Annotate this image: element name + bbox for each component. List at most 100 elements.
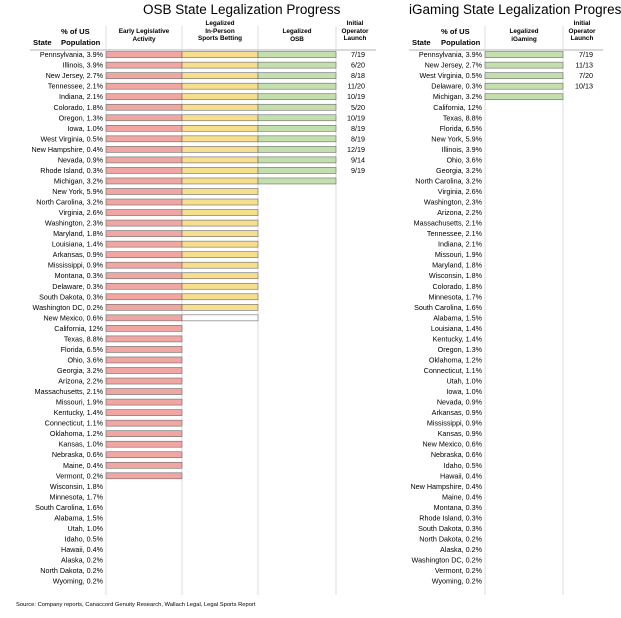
igaming-row-label-nevada: Nevada, 0.9% (437, 398, 483, 407)
osb-bar-osb-illinois (257, 61, 337, 69)
osb-launch-colorado: 5/20 (351, 103, 365, 112)
osb-launch-west-virginia: 8/19 (351, 134, 365, 143)
osb-bar-early-new-york (105, 188, 183, 195)
igaming-row-label-utah: Utah, 1.0% (446, 377, 482, 386)
osb-bar-in_person-delaware (181, 282, 259, 290)
osb-bar-early-virginia (105, 209, 183, 216)
osb-launch-nevada: 9/14 (351, 155, 365, 164)
osb-bar-in_person-illinois (181, 61, 259, 69)
igaming-legal-header: Legalized iGaming (485, 28, 563, 43)
osb-launch-pennsylvania: 7/19 (351, 50, 365, 59)
osb-bar-early-delaware (105, 282, 183, 290)
source-note: Source: Company reports, Canaccord Genui… (16, 602, 256, 608)
igaming-row-label-wisconsin: Wisconsin, 1.8% (429, 271, 483, 280)
osb-row-label-rhode-island: Rhode Island, 0.3% (40, 166, 103, 175)
osb-bar-early-colorado (105, 103, 183, 111)
osb-bar-in_person-iowa (181, 125, 259, 132)
osb-bar-osb-iowa (257, 125, 337, 132)
osb-bar-early-connecticut (105, 419, 183, 427)
osb-bar-early-south-dakota (105, 293, 183, 301)
osb-bar-osb-west-virginia (257, 135, 337, 143)
osb-row-label-west-virginia: West Virginia, 0.5% (41, 134, 104, 143)
osb-bar-early-illinois (105, 61, 183, 69)
igaming-row-label-tennessee: Tennessee, 2.1% (427, 229, 483, 238)
osb-bar-in_person-washington (181, 219, 259, 227)
osb-bar-in_person-new-hampshire (181, 146, 259, 153)
igaming-row-label-texas: Texas, 8.8% (443, 113, 483, 122)
osb-row-label-michigan: Michigan, 3.2% (54, 176, 104, 185)
osb-row-label-arkansas: Arkansas, 0.9% (53, 250, 104, 259)
osb-row-label-north-carolina: North Carolina, 3.2% (36, 198, 103, 207)
osb-in-person-header-line1: Legalized (205, 20, 235, 27)
osb-bar-early-florida (105, 346, 183, 353)
igaming-row-label-kansas: Kansas, 0.9% (438, 429, 483, 438)
osb-bar-early-new-mexico (105, 314, 183, 322)
osb-launch-header-line3: Launch (343, 35, 367, 43)
osb-row-label-massachusetts: Massachusetts, 2.1% (35, 387, 104, 396)
igaming-row-label-alabama: Alabama, 1.5% (433, 313, 482, 322)
osb-row-label-south-carolina: South Carolina, 1.6% (35, 503, 104, 512)
osb-bar-osb-new-jersey (257, 72, 337, 79)
osb-bar-in_person-mississippi (181, 261, 259, 269)
osb-bar-in_person-new-jersey (181, 72, 259, 79)
osb-bar-early-iowa (105, 125, 183, 132)
igaming-row-label-wyoming: Wyoming, 0.2% (432, 577, 483, 586)
igaming-row-label-indiana: Indiana, 2.1% (438, 240, 483, 249)
igaming-launch-header: Initial Operator Launch (563, 20, 601, 43)
igaming-row-label-idaho: Idaho, 0.5% (444, 461, 483, 470)
igaming-launch-new-jersey: 11/13 (576, 61, 593, 70)
osb-bar-early-washington (105, 219, 183, 227)
osb-bar-osb-michigan (257, 177, 337, 185)
osb-row-label-virginia: Virginia, 2.6% (59, 208, 104, 217)
osb-row-label-illinois: Illinois, 3.9% (63, 61, 104, 70)
osb-row-label-new-york: New York, 5.9% (52, 187, 103, 196)
osb-bar-early-georgia (105, 367, 183, 374)
osb-bar-early-missouri (105, 398, 183, 406)
osb-early-header-line1: Early Legislative (118, 28, 170, 35)
osb-launch-indiana: 10/19 (347, 92, 365, 101)
osb-chart-title: OSB State Legalization Progress (143, 2, 341, 17)
osb-row-label-wisconsin: Wisconsin, 1.8% (50, 482, 104, 491)
osb-in-person-header: Legalized In-Person Sports Betting (182, 20, 258, 43)
igaming-row-label-massachusetts: Massachusetts, 2.1% (414, 219, 483, 228)
igaming-row-label-vermont: Vermont, 0.2% (435, 566, 483, 575)
osb-row-label-missouri: Missouri, 1.9% (56, 398, 104, 407)
osb-bar-early-oklahoma (105, 430, 183, 437)
osb-bar-early-california (105, 325, 183, 332)
osb-row-label-delaware: Delaware, 0.3% (52, 282, 103, 291)
igaming-row-label-nebraska: Nebraska, 0.6% (431, 450, 483, 459)
osb-bar-in_person-virginia (181, 209, 259, 216)
osb-launch-header-line2: Operator (341, 27, 369, 35)
osb-bar-early-washington-dc (105, 304, 183, 311)
osb-bar-osb-indiana (257, 93, 337, 101)
osb-row-label-texas: Texas, 8.8% (64, 334, 104, 343)
igaming-launch-west-virginia: 7/20 (579, 71, 593, 80)
osb-row-label-pennsylvania: Pennsylvania, 3.9% (40, 50, 104, 59)
igaming-row-label-washington: Washington, 2.3% (424, 198, 483, 207)
osb-launch-illinois: 6/20 (351, 61, 365, 70)
osb-row-label-oklahoma: Oklahoma, 1.2% (50, 429, 104, 438)
igaming-row-label-new-hampshire: New Hampshire, 0.4% (410, 482, 482, 491)
osb-launch-oregon: 10/19 (347, 113, 365, 122)
igaming-row-label-washington-dc: Washington DC, 0.2% (412, 556, 483, 565)
osb-bar-in_person-new-york (181, 188, 259, 195)
osb-row-label-vermont: Vermont, 0.2% (56, 471, 104, 480)
igaming-row-label-missouri: Missouri, 1.9% (435, 250, 483, 259)
osb-bar-early-vermont (105, 472, 183, 480)
osb-row-label-arizona: Arizona, 2.2% (58, 377, 103, 386)
igaming-row-label-michigan: Michigan, 3.2% (433, 92, 483, 101)
igaming-row-label-kentucky: Kentucky, 1.4% (433, 334, 483, 343)
igaming-legal-header-line2: iGaming (511, 35, 537, 43)
osb-row-label-mississippi: Mississippi, 0.9% (48, 261, 104, 270)
igaming-pct-header-line2: Population (441, 38, 481, 47)
osb-pct-header-line2: Population (61, 38, 101, 47)
osb-bar-in_person-washington-dc (181, 304, 259, 311)
osb-in-person-header-line3: Sports Betting (197, 35, 243, 43)
osb-bar-early-mississippi (105, 261, 183, 269)
osb-launch-new-jersey: 8/18 (351, 71, 365, 80)
osb-bar-osb-tennessee (257, 82, 337, 90)
osb-row-label-louisiana: Louisiana, 1.4% (52, 240, 104, 249)
osb-row-label-idaho: Idaho, 0.5% (65, 534, 104, 543)
osb-bar-early-new-jersey (105, 72, 183, 79)
